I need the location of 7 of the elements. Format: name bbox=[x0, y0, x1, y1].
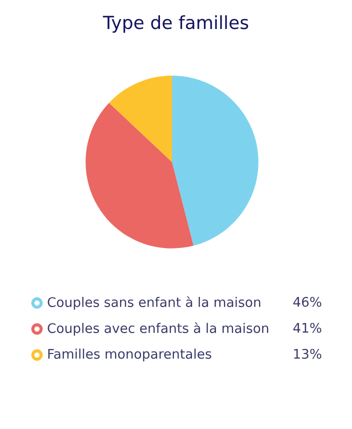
legend-label: Couples sans enfant à la maison bbox=[48, 296, 260, 310]
legend-label: Familles monoparentales bbox=[48, 348, 212, 362]
data-label: 46% bbox=[293, 296, 322, 307]
data-label: 41% bbox=[293, 322, 322, 333]
legend-label: Couples avec enfants à la maison bbox=[48, 322, 268, 336]
chart-title: Type de familles bbox=[102, 15, 248, 33]
data-label: 13% bbox=[294, 348, 322, 359]
